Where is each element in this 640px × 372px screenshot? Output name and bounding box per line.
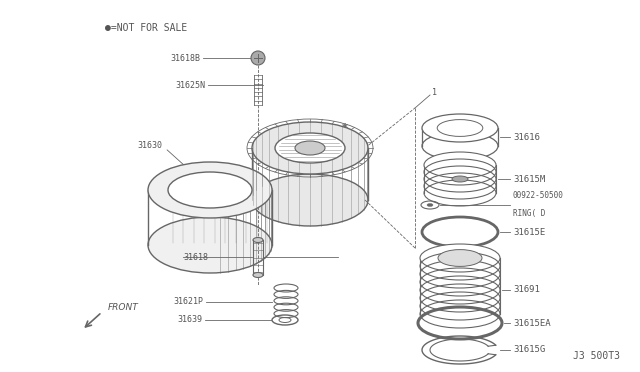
Text: 31639: 31639 [177, 315, 202, 324]
Text: 31625N: 31625N [175, 80, 205, 90]
Text: 31630: 31630 [137, 141, 162, 150]
Ellipse shape [148, 217, 272, 273]
Ellipse shape [275, 133, 345, 163]
Ellipse shape [438, 250, 482, 266]
Text: 31615M: 31615M [513, 174, 545, 183]
Ellipse shape [422, 114, 498, 142]
Ellipse shape [252, 122, 368, 174]
Ellipse shape [424, 152, 496, 178]
Text: ●=NOT FOR SALE: ●=NOT FOR SALE [105, 23, 188, 33]
Ellipse shape [252, 174, 368, 226]
Text: 31621P: 31621P [173, 298, 203, 307]
Text: 31615E: 31615E [513, 228, 545, 237]
Ellipse shape [452, 176, 468, 182]
Text: 31615EA: 31615EA [513, 318, 550, 327]
Text: 1: 1 [432, 87, 437, 96]
Text: 31615G: 31615G [513, 346, 545, 355]
Circle shape [251, 51, 265, 65]
Text: FRONT: FRONT [108, 304, 139, 312]
Ellipse shape [422, 132, 498, 160]
Ellipse shape [253, 237, 263, 243]
Text: 31616: 31616 [513, 132, 540, 141]
Ellipse shape [295, 141, 325, 155]
Text: 31618B: 31618B [170, 54, 200, 62]
Ellipse shape [168, 172, 252, 208]
Text: 31691: 31691 [513, 285, 540, 295]
Text: 31618: 31618 [183, 253, 208, 262]
Text: 00922-50500: 00922-50500 [513, 191, 564, 200]
Text: *: * [342, 122, 348, 135]
Ellipse shape [148, 162, 272, 218]
Ellipse shape [420, 244, 500, 272]
Text: J3 500T3: J3 500T3 [573, 351, 620, 361]
Ellipse shape [427, 203, 433, 206]
Text: RING( D: RING( D [513, 209, 545, 218]
Ellipse shape [253, 273, 263, 278]
